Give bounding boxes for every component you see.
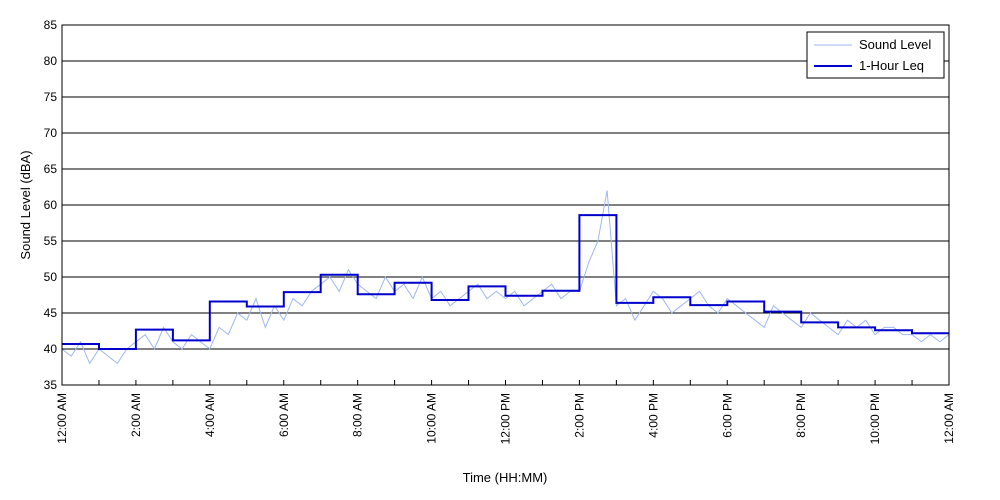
y-axis-label: Sound Level (dBA)	[18, 150, 33, 259]
x-tick-label: 6:00 PM	[720, 393, 734, 438]
series-line-sound-level	[61, 190, 950, 365]
x-tick-label: 4:00 PM	[646, 393, 660, 438]
x-tick-label: 2:00 PM	[572, 393, 586, 438]
y-tick-label: 50	[44, 270, 58, 284]
x-tick-label: 12:00 AM	[55, 393, 69, 444]
y-tick-label: 85	[44, 18, 58, 32]
legend-label-sound-level: Sound Level	[859, 37, 931, 52]
x-tick-label: 4:00 AM	[203, 393, 217, 437]
y-tick-label: 75	[44, 90, 58, 104]
x-tick-label: 8:00 PM	[794, 393, 808, 438]
y-tick-label: 60	[44, 198, 58, 212]
x-tick-label: 10:00 AM	[425, 393, 439, 444]
x-axis-label: Time (HH:MM)	[463, 470, 548, 485]
y-tick-label: 55	[44, 234, 58, 248]
legend: Sound Level 1-Hour Leq	[806, 31, 945, 79]
y-tick-label: 70	[44, 126, 58, 140]
x-axis-ticks: 12:00 AM 2:00 AM 4:00 AM 6:00 AM 8:00 AM 10:0…	[55, 380, 956, 444]
y-tick-label: 45	[44, 306, 58, 320]
series-line-1-hour-leq	[62, 214, 949, 350]
y-tick-label: 80	[44, 54, 58, 68]
y-tick-label: 35	[44, 378, 58, 392]
x-tick-label: 2:00 AM	[129, 393, 143, 437]
legend-box	[806, 31, 945, 79]
x-tick-label: 8:00 AM	[351, 393, 365, 437]
y-axis-ticks: 35 40 45 50 55 60 65 70 75 80 85	[44, 18, 67, 392]
y-tick-label: 65	[44, 162, 58, 176]
series-layer	[61, 190, 950, 365]
x-tick-label: 12:00 AM	[942, 393, 956, 444]
x-tick-label: 6:00 AM	[277, 393, 291, 437]
legend-label-1-hour-leq: 1-Hour Leq	[859, 58, 924, 73]
y-tick-label: 40	[44, 342, 58, 356]
x-tick-label: 12:00 PM	[499, 393, 513, 444]
x-tick-label: 10:00 PM	[868, 393, 882, 444]
